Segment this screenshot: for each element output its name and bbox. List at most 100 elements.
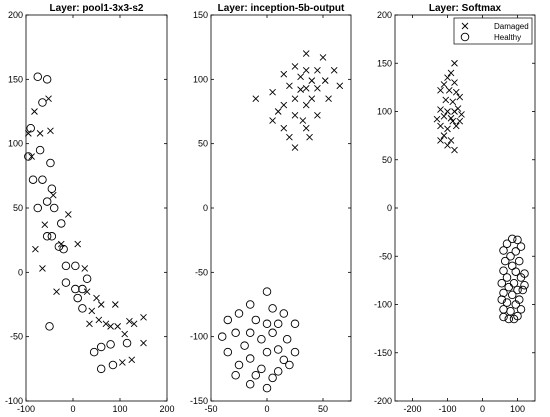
data-point-x [121,330,129,338]
data-point-x [451,79,458,86]
data-point-circle [49,203,59,213]
data-point-x [140,339,147,347]
data-point-x [319,54,327,61]
y-tick-label: 150 [8,74,23,84]
y-tick-label: 200 [377,10,392,20]
data-point-x [86,320,93,328]
y-tick-label: -150 [190,396,208,406]
data-point-x [444,74,451,82]
data-point-x [111,301,119,308]
data-point-x [291,95,299,102]
data-point-x [114,323,121,330]
data-point-x [458,111,465,118]
y-tick-label: 0 [203,203,208,213]
data-point-circle [38,175,47,184]
legend-marker-x [461,22,469,30]
data-point-circle [234,309,244,318]
data-point-x [280,101,288,109]
y-tick-label: 50 [198,139,208,149]
x-tick-label: 50 [318,404,328,414]
data-point-x [291,63,299,70]
data-point-x [451,59,458,67]
legend-label: Damaged [494,22,529,31]
data-point-x [32,245,39,253]
data-point-circle [508,290,517,300]
data-point-x [452,122,460,130]
data-point-circle [108,360,118,370]
plot-area-frame [394,14,536,402]
data-point-x [302,67,310,74]
data-point-x [440,132,448,139]
plot-area-frame [25,14,168,402]
data-point-x [36,130,44,137]
data-point-circle [28,175,38,184]
data-point-circle [245,354,255,363]
data-point-x [449,98,457,106]
data-point-x [280,124,288,132]
data-point-circle [515,256,524,266]
y-tick-label: -100 [374,300,392,310]
data-point-circle [257,364,266,374]
data-point-circle [59,244,68,254]
data-point-x [252,95,260,102]
data-point-circle [257,334,266,344]
data-point-circle [89,347,99,357]
y-tick-label: 100 [193,74,208,84]
data-point-x [107,323,114,330]
data-point-x [299,117,307,124]
data-point-x [433,115,441,123]
data-point-x [330,67,338,74]
y-tick-label: -50 [379,251,392,261]
data-point-circle [273,319,283,329]
data-point-x [314,85,321,92]
data-point-circle [26,123,35,133]
data-point-circle [516,305,526,314]
y-tick-label: 200 [8,10,23,20]
chart-title: Layer: inception-5b-output [218,3,345,14]
data-point-x [444,125,451,133]
data-point-x [49,191,57,199]
data-point-circle [518,285,528,295]
data-point-x [286,82,293,90]
data-point-x [31,108,38,115]
data-point-circle [516,273,526,282]
data-point-circle [497,279,507,288]
data-point-circle [262,383,272,393]
data-point-circle [497,295,507,304]
data-point-circle [251,315,261,325]
data-point-x [437,137,444,144]
x-tick-label: -100 [438,404,456,414]
data-point-circle [245,300,255,309]
data-point-circle [502,239,512,248]
data-point-circle [38,98,47,107]
y-tick-label: 150 [377,58,392,68]
data-point-x [286,133,293,141]
data-point-circle [245,328,255,338]
data-point-x [126,317,133,325]
data-point-circle [42,75,52,84]
chart-panel: Layer: pool1-3x3-s2 -100 0 100 200 -100 -50 0 50… [5,3,175,414]
y-tick-label: 150 [193,10,208,20]
data-point-circle [290,347,300,357]
data-point-circle [268,373,277,383]
y-tick-label: 100 [377,107,392,117]
data-point-x [437,122,444,130]
data-point-circle [245,380,255,389]
data-point-x [269,117,276,124]
data-point-circle [217,332,227,341]
data-point-x [297,73,304,81]
data-point-circle [285,360,294,370]
data-point-x [440,113,448,120]
chart-title: Layer: pool1-3x3-s2 [50,3,144,14]
x-tick-label: -100 [17,404,35,414]
data-point-circle [262,287,272,296]
data-point-x [437,106,444,113]
data-point-circle [273,345,283,354]
data-point-x [88,307,96,315]
data-point-x [57,240,65,248]
data-point-circle [61,278,71,287]
data-point-x [128,356,136,364]
data-point-circle [33,72,43,82]
y-tick-label: 100 [8,139,23,149]
data-point-x [140,314,147,321]
